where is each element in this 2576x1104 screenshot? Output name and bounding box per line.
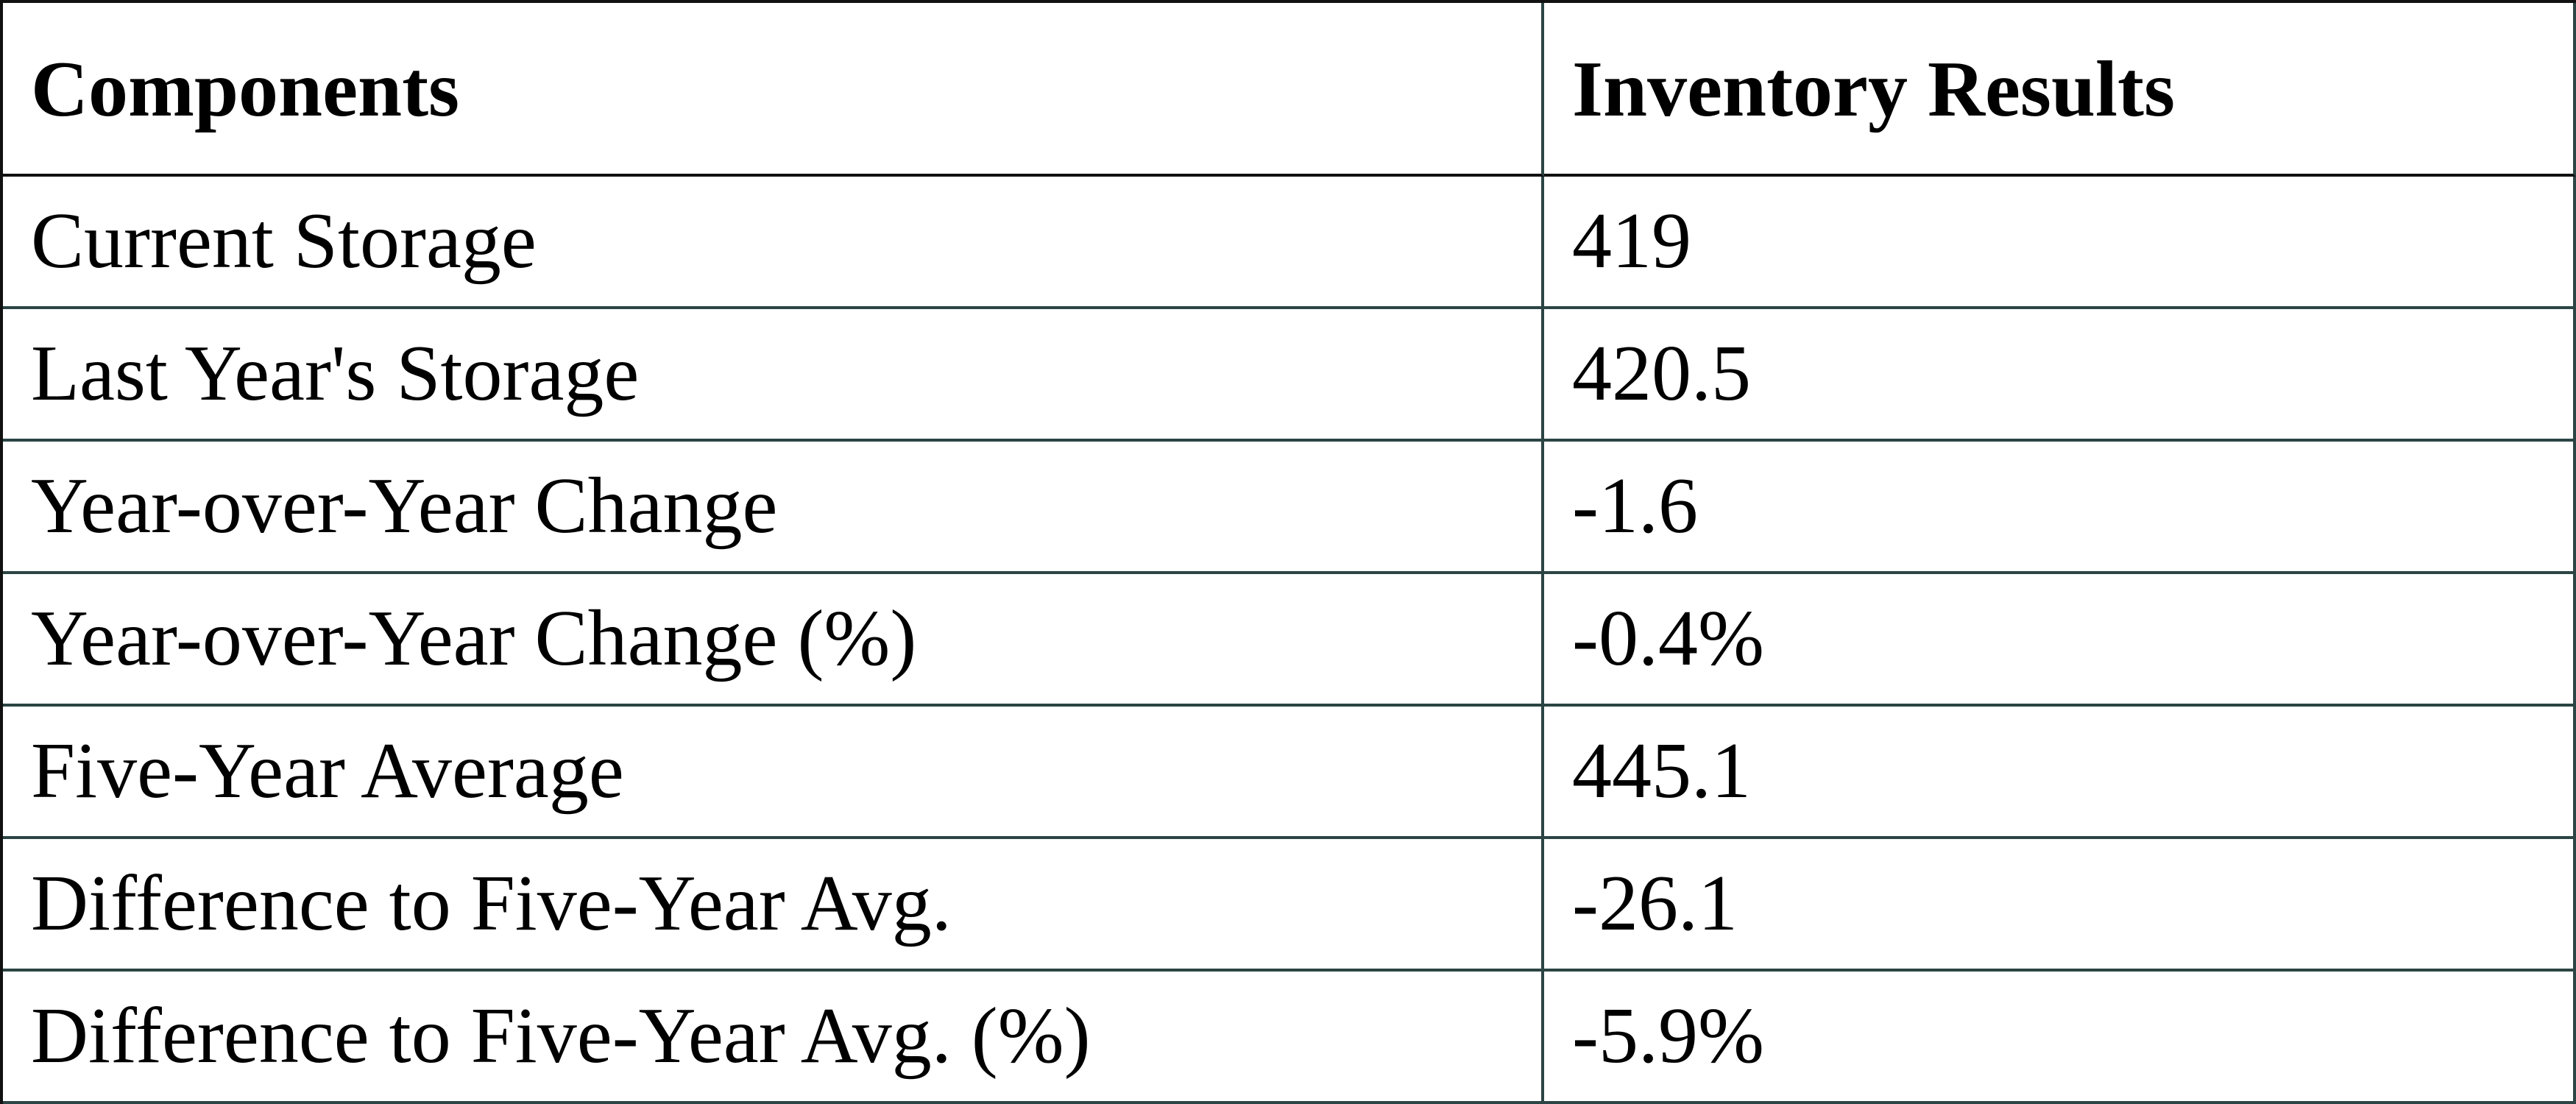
row-value: -5.9% [1544, 972, 2576, 1104]
row-value: -1.6 [1544, 442, 2576, 574]
row-label: Year-over-Year Change (%) [3, 574, 1544, 707]
header-cell: Components [3, 3, 1544, 177]
row-value: -26.1 [1544, 839, 2576, 972]
row-value: 419 [1544, 177, 2576, 309]
row-label: Last Year's Storage [3, 309, 1544, 442]
row-value: 445.1 [1544, 707, 2576, 839]
row-label: Current Storage [3, 177, 1544, 309]
header-cell: Inventory Results [1544, 3, 2576, 177]
row-value: -0.4% [1544, 574, 2576, 707]
row-label: Difference to Five-Year Avg. [3, 839, 1544, 972]
row-value: 420.5 [1544, 309, 2576, 442]
row-label: Five-Year Average [3, 707, 1544, 839]
row-label: Year-over-Year Change [3, 442, 1544, 574]
row-label: Difference to Five-Year Avg. (%) [3, 972, 1544, 1104]
